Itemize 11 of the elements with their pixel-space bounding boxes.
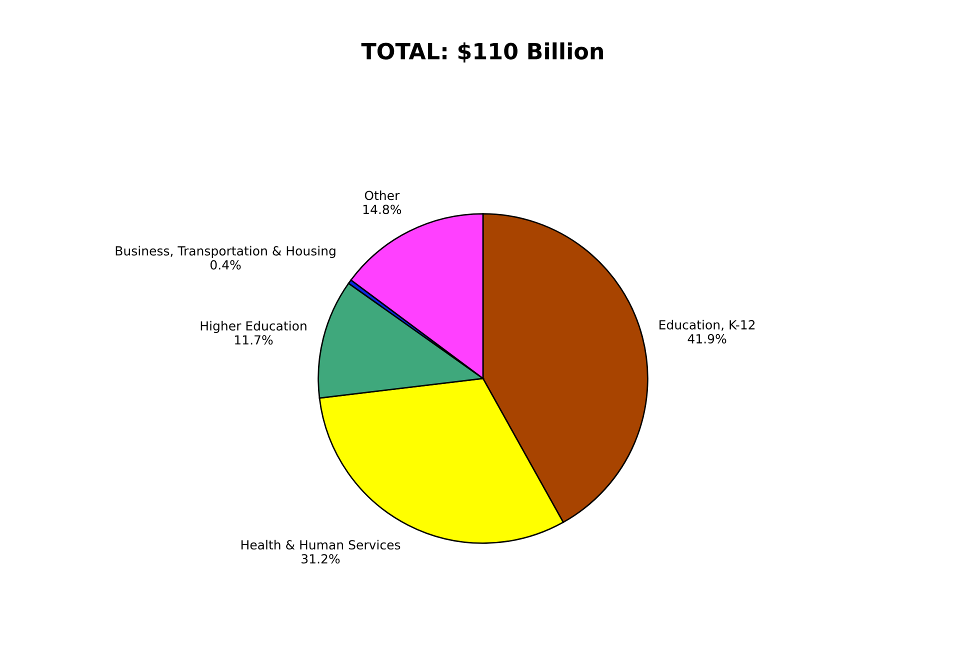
data-label: 14.8% — [363, 204, 402, 214]
slice-label: Health & Human Services — [241, 540, 400, 550]
data-label: 41.9% — [688, 334, 726, 344]
slice-label: Education, K-12 — [660, 320, 755, 331]
slice-label: Higher Education — [200, 320, 306, 334]
slice-label: Business, Transportation & Housing — [116, 246, 336, 258]
data-label: 0.4% — [210, 260, 241, 270]
slice-label: Other — [364, 190, 400, 200]
chart-title: TOTAL: $110 Billion — [361, 42, 604, 63]
data-label: 11.7% — [235, 335, 273, 345]
data-label: 31.2% — [302, 554, 340, 564]
